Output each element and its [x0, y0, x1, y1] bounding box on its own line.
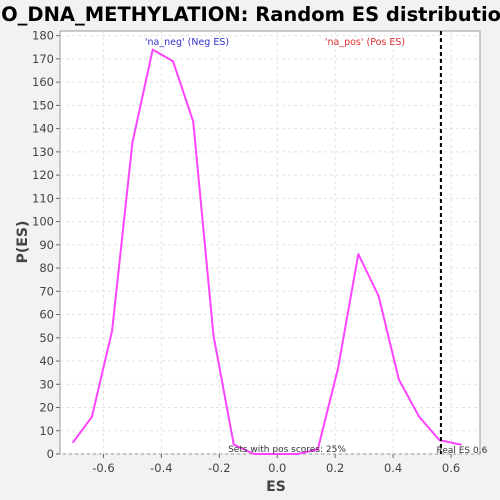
- y-tick-label: 180: [32, 29, 54, 43]
- es-distribution-point: [192, 120, 195, 123]
- y-tick-label: 40: [39, 354, 54, 368]
- es-distribution-point: [316, 448, 319, 451]
- y-tick-label: 110: [32, 191, 54, 205]
- es-distribution-point: [232, 443, 235, 446]
- x-tick-label: 0.0: [268, 461, 286, 475]
- pos-scores-label: Sets with pos scores: 25%: [228, 445, 346, 455]
- es-distribution-point: [151, 48, 154, 51]
- real-es-label: Real ES 0.6: [436, 446, 487, 456]
- es-distribution-point: [253, 453, 255, 455]
- y-tick-label: 100: [32, 215, 54, 229]
- x-tick-label: 0.2: [326, 461, 344, 475]
- y-tick-label: 10: [39, 424, 54, 438]
- y-tick-label: 160: [32, 75, 54, 89]
- series-layer: [72, 48, 462, 455]
- es-distribution-point: [91, 416, 93, 418]
- y-tick-label: 80: [39, 261, 54, 275]
- es-distribution-point: [337, 367, 339, 369]
- y-tick-label: 0: [47, 447, 54, 461]
- es-distribution-point: [111, 330, 113, 332]
- y-tick-label: 50: [39, 331, 54, 345]
- y-tick-label: 30: [39, 377, 54, 391]
- es-distribution-point: [72, 441, 74, 444]
- es-distribution-point: [276, 453, 279, 455]
- es-distribution-point: [296, 453, 299, 455]
- es-distribution-point: [398, 378, 400, 381]
- x-tick-label: -0.4: [150, 461, 172, 475]
- es-distribution-point: [418, 416, 420, 418]
- axis-layer: 0 10 20 30 40 50 60 70 80 90 100 110 120 130 140 150 160…: [32, 29, 460, 475]
- x-tick-label: -0.6: [92, 461, 114, 475]
- x-tick-label: -0.2: [208, 461, 230, 475]
- y-tick-label: 90: [39, 238, 54, 252]
- es-distribution-point: [172, 60, 174, 63]
- plot-area: [59, 30, 481, 455]
- y-tick-label: 150: [32, 98, 54, 112]
- es-distribution-point: [212, 334, 215, 337]
- y-tick-label: 140: [32, 122, 54, 136]
- chart-title: GO_DNA_METHYLATION: Random ES distributi…: [0, 3, 500, 26]
- y-tick-label: 130: [32, 145, 54, 159]
- x-tick-label: 0.6: [442, 461, 460, 475]
- y-tick-label: 170: [32, 52, 54, 66]
- grid-layer: [60, 31, 480, 455]
- y-tick-label: 20: [39, 401, 54, 415]
- es-distribution-point: [438, 439, 441, 441]
- x-axis-label: ES: [266, 479, 286, 495]
- es-distribution-line: [72, 48, 462, 455]
- es-distribution-point: [377, 295, 380, 297]
- pos-es-label: 'na_pos' (Pos ES): [325, 37, 405, 48]
- es-distribution-point: [357, 253, 360, 255]
- y-tick-label: 60: [39, 308, 54, 322]
- y-axis-label: P(ES): [15, 221, 31, 264]
- annotation-layer: 'na_neg' (Neg ES) 'na_pos' (Pos ES) Sets w…: [145, 31, 488, 456]
- neg-es-label: 'na_neg' (Neg ES): [145, 37, 229, 48]
- y-tick-label: 70: [39, 284, 54, 298]
- x-tick-label: 0.4: [384, 461, 402, 475]
- es-distribution-point: [131, 141, 134, 144]
- y-tick-label: 120: [32, 168, 54, 182]
- es-distribution-point: [460, 443, 462, 446]
